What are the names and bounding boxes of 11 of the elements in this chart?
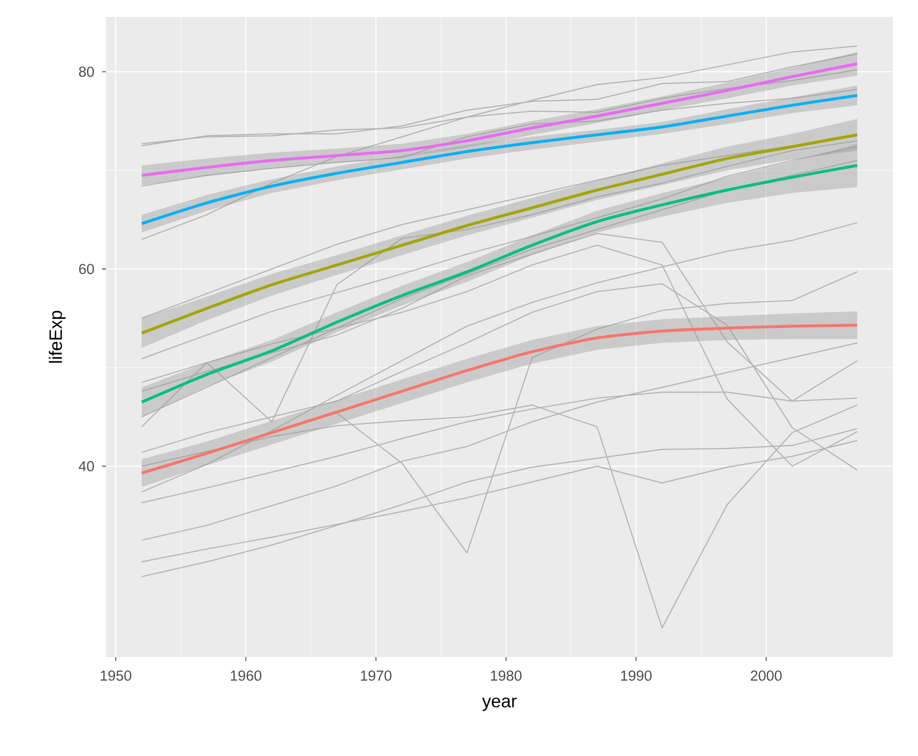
y-tick-label: 80 [79,66,94,77]
x-tick-label: 1960 [230,670,262,681]
x-axis-title: year [482,698,517,711]
x-tick-label: 1980 [491,670,522,681]
x-tick-label: 1970 [360,670,392,681]
y-tick-label: 40 [78,461,94,472]
x-tick-label: 1950 [100,670,132,681]
x-tick-label: 2000 [750,670,782,681]
y-tick-label: 60 [79,264,94,274]
x-tick-label: 1990 [621,670,652,681]
y-axis-title: lifeExp [48,310,66,363]
